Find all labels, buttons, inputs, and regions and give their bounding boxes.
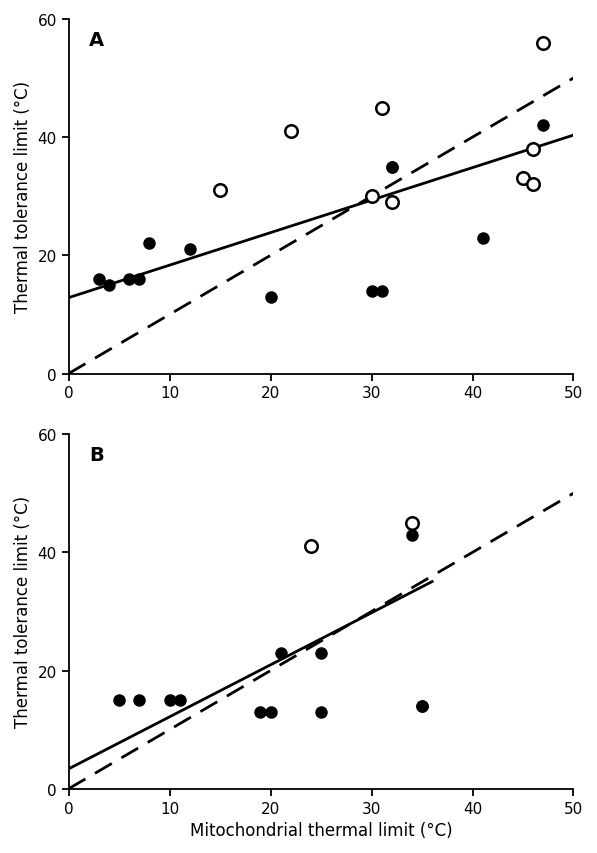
Text: A: A: [89, 31, 104, 49]
Y-axis label: Thermal tolerance limit (°C): Thermal tolerance limit (°C): [14, 496, 32, 728]
X-axis label: Mitochondrial thermal limit (°C): Mitochondrial thermal limit (°C): [190, 821, 453, 839]
Text: B: B: [89, 445, 103, 464]
Y-axis label: Thermal tolerance limit (°C): Thermal tolerance limit (°C): [14, 81, 32, 313]
